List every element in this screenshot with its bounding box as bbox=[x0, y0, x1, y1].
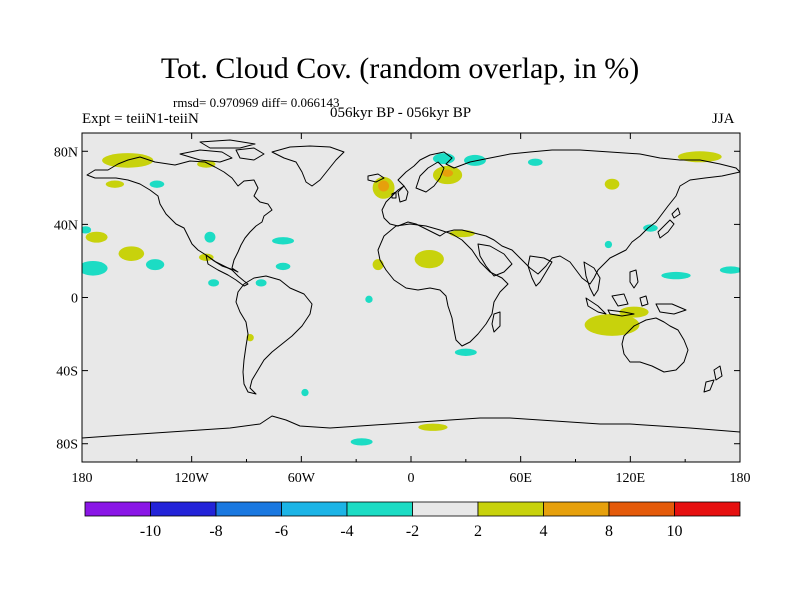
anomaly-west-atlantic-negative bbox=[272, 237, 295, 245]
coastline-japan bbox=[657, 207, 681, 239]
x-tick-label: 180 bbox=[730, 471, 751, 486]
anomaly-central-america-negative bbox=[255, 279, 267, 287]
x-tick-label: 0 bbox=[408, 471, 415, 486]
colorbar-label: 8 bbox=[605, 523, 613, 540]
coastline-scandinavia bbox=[415, 161, 445, 193]
coastline-eurasia bbox=[381, 149, 740, 285]
coastline-indonesia bbox=[585, 293, 687, 317]
colorbar-box bbox=[215, 501, 282, 517]
anomaly-laptev-negative bbox=[527, 158, 543, 166]
coastline-antarctica bbox=[82, 415, 740, 439]
anomaly-south-america-negative bbox=[301, 388, 309, 397]
colorbar-label: -8 bbox=[209, 523, 222, 540]
colorbar-box bbox=[543, 501, 610, 517]
anomaly-south-pacific-positive bbox=[246, 334, 254, 342]
y-tick-label: 0 bbox=[71, 292, 78, 307]
y-tick-label: 80S bbox=[56, 438, 78, 453]
coastline-south-america bbox=[235, 275, 313, 395]
anomaly-middle-east-positive bbox=[449, 229, 475, 238]
colorbar-box bbox=[477, 501, 544, 517]
colorbar-box bbox=[674, 501, 741, 517]
colorbar: -10 -8 -6 -4 -2 2 4 8 10 bbox=[84, 501, 741, 540]
coastline-india bbox=[527, 255, 553, 287]
coastline-central-america bbox=[205, 254, 249, 287]
anomaly-west-pacific-far-negative bbox=[719, 266, 740, 274]
colorbar-box bbox=[150, 501, 217, 517]
x-tick-label: 60W bbox=[288, 471, 316, 486]
x-tick-label: 180 bbox=[72, 471, 93, 486]
colorbar-label: -4 bbox=[340, 523, 353, 540]
anomaly-caribbean-negative bbox=[275, 262, 291, 271]
x-tick-label: 120W bbox=[175, 471, 210, 486]
anomaly-scandinavia-strong-positive bbox=[442, 169, 454, 177]
coastline-north-america bbox=[86, 156, 273, 273]
colorbar-box bbox=[346, 501, 413, 517]
colorbar-box bbox=[608, 501, 675, 517]
y-tick-label: 80N bbox=[54, 145, 78, 160]
anomaly-philippine-sea-negative bbox=[661, 271, 691, 280]
map-background bbox=[82, 133, 740, 462]
coastline-greenland bbox=[271, 145, 345, 187]
anomaly-bering-positive bbox=[105, 180, 125, 188]
colorbar-box bbox=[281, 501, 348, 517]
coastline-philippines bbox=[629, 269, 639, 289]
colorbar-label: 2 bbox=[474, 523, 482, 540]
coastline-australia bbox=[621, 317, 689, 373]
coastline-iceland bbox=[367, 173, 385, 183]
anomaly-alaska-negative bbox=[149, 180, 165, 188]
anomaly-north-atlantic-strong-positive bbox=[378, 180, 390, 192]
colorbar-label: -6 bbox=[275, 523, 288, 540]
colorbar-label: -10 bbox=[140, 523, 161, 540]
coastline-africa bbox=[377, 223, 509, 347]
x-tick-label: 60E bbox=[509, 471, 532, 486]
anomaly-southern-ocean-positive bbox=[418, 423, 448, 431]
coastline-madagascar bbox=[491, 311, 501, 333]
anomaly-indian-ocean-positive bbox=[584, 313, 640, 336]
anomaly-east-pacific-negative bbox=[208, 279, 220, 287]
anomaly-siberia-positive bbox=[604, 178, 620, 190]
coastline-arabia bbox=[477, 243, 513, 277]
anomaly-northeast-pacific-positive bbox=[118, 246, 145, 261]
colorbar-label: 4 bbox=[540, 523, 548, 540]
colorbar-box bbox=[412, 501, 479, 517]
anomaly-west-africa-positive bbox=[372, 259, 384, 271]
anomaly-northeast-pacific-negative bbox=[145, 259, 165, 271]
anomaly-southern-ocean-negative bbox=[350, 438, 373, 446]
coastline-southeast-asia bbox=[583, 261, 601, 297]
anomaly-central-pacific-negative bbox=[204, 231, 216, 243]
anomaly-west-pacific-negative bbox=[82, 226, 92, 234]
y-tick-label: 40N bbox=[54, 218, 78, 233]
colorbar-label: -2 bbox=[406, 523, 419, 540]
colorbar-box bbox=[84, 501, 151, 517]
anomaly-barents-negative bbox=[464, 154, 486, 166]
map-title: Tot. Cloud Cov. (random overlap, in %) bbox=[160, 52, 640, 85]
anomaly-arctic-siberia-positive bbox=[677, 151, 722, 163]
anomaly-atlantic-negative bbox=[365, 295, 373, 303]
x-tick-label: 120E bbox=[616, 471, 646, 486]
colorbar-label: 10 bbox=[667, 523, 683, 540]
experiment-label: Expt = teiiN1-teiiN bbox=[82, 111, 199, 127]
anomaly-china-negative bbox=[604, 240, 613, 249]
anomaly-north-pacific-positive bbox=[85, 231, 108, 243]
anomaly-pacific-sw-negative bbox=[82, 260, 108, 276]
coastline-arctic-islands bbox=[179, 139, 265, 163]
coastline-britain bbox=[391, 185, 409, 203]
season-label: JJA bbox=[712, 111, 735, 127]
stats-text: rmsd= 0.970969 diff= 0.066143 bbox=[173, 95, 340, 110]
axis-layer: 180 120W 60W 0 60E 120E 180 80N 40N 0 40S 80S bbox=[54, 133, 751, 486]
coastline-new-zealand bbox=[703, 365, 723, 393]
y-tick-label: 40S bbox=[56, 365, 78, 380]
coastline-layer bbox=[82, 139, 740, 439]
period-label: 056kyr BP - 056kyr BP bbox=[330, 105, 472, 121]
anomaly-madagascar-negative bbox=[454, 348, 477, 356]
anomaly-sahara-positive bbox=[414, 249, 444, 269]
